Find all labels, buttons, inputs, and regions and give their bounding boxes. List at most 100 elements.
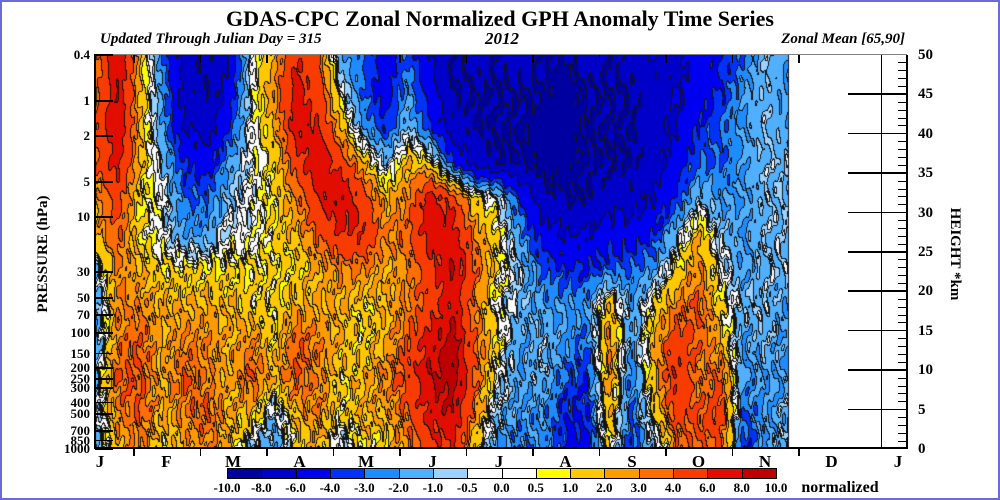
colorbar-segment [604, 468, 640, 479]
pressure-tick-label: 200 [70, 360, 91, 375]
pressure-tick-label: 100 [70, 325, 91, 340]
plot-top-border [95, 54, 907, 55]
year-label: 2012 [485, 29, 519, 48]
height-major-tick [848, 251, 907, 253]
pressure-tick-label: 0.4 [73, 47, 90, 62]
colorbar-tick-label: 10.0 [764, 480, 788, 495]
pressure-tick-label: 300 [70, 380, 91, 396]
pressure-tick [95, 181, 113, 183]
colorbar-tick-label: 6.0 [699, 480, 716, 495]
height-tick-label: 0 [918, 441, 926, 457]
month-tick-bottom [399, 449, 401, 456]
colorbar-segment [673, 468, 708, 479]
month-label: J [428, 452, 437, 471]
height-major-tick [848, 211, 907, 214]
month-tick-bottom [266, 449, 268, 456]
height-minor-tick [898, 440, 907, 442]
month-tick-top [731, 55, 734, 63]
pressure-tick-label: 30 [77, 264, 90, 280]
month-tick-top [199, 55, 202, 63]
pressure-tick-label: 1000 [64, 441, 90, 456]
height-minor-tick [898, 125, 907, 127]
month-tick-top [332, 55, 335, 63]
pressure-tick [95, 430, 113, 432]
height-tick-label: 35 [918, 165, 933, 182]
month-tick-top [399, 55, 401, 63]
height-minor-tick [898, 267, 907, 269]
height-minor-tick [898, 401, 907, 403]
height-minor-tick [898, 393, 907, 395]
height-minor-tick [898, 417, 907, 418]
contour-field-canvas [95, 55, 882, 449]
height-tick-label: 20 [918, 283, 933, 300]
colorbar-tick-label: -2.0 [388, 480, 409, 495]
colorbar-tick-label: -8.0 [251, 480, 272, 495]
month-label: A [559, 452, 572, 471]
height-minor-tick [898, 188, 907, 190]
colorbar-tick-label: 2.0 [596, 480, 613, 495]
colorbar-segment [296, 468, 331, 479]
pressure-tick [95, 271, 113, 273]
month-tick-bottom [465, 449, 468, 456]
height-minor-tick [898, 424, 907, 426]
month-label: N [758, 452, 772, 471]
pressure-tick-label: 150 [70, 345, 91, 361]
colorbar-segment [330, 468, 365, 479]
colorbar-tick-label: 8.0 [733, 480, 750, 495]
height-tick-label: 30 [918, 204, 933, 221]
height-minor-tick [898, 306, 907, 308]
height-tick-label: 10 [918, 362, 933, 379]
pressure-tick-label: 10 [77, 209, 90, 225]
month-tick-top [133, 55, 135, 63]
colorbar-tick-label: -0.5 [456, 480, 478, 495]
month-label: M [357, 452, 375, 471]
colorbar-segment [467, 468, 503, 479]
month-label: J [494, 452, 504, 471]
month-label: J [95, 452, 105, 471]
height-minor-tick [898, 432, 907, 434]
pressure-tick [95, 367, 113, 369]
height-minor-tick [898, 283, 907, 284]
pressure-tick-label: 700 [70, 423, 91, 438]
pressure-tick [95, 413, 113, 415]
height-minor-tick [898, 353, 907, 355]
colorbar-tick-label: -1.0 [422, 480, 444, 495]
month-tick-bottom [731, 449, 734, 456]
colorbar-segment [502, 468, 537, 479]
updated-through-label: Updated Through Julian Day = 315 [100, 31, 322, 47]
month-label: S [627, 452, 637, 471]
height-minor-tick [898, 346, 907, 348]
height-minor-tick [898, 227, 907, 229]
pressure-tick-label: 500 [70, 406, 91, 422]
height-tick-label: 40 [918, 125, 933, 142]
colorbar-tick-label: -4.0 [319, 480, 341, 495]
month-tick-bottom [798, 449, 800, 456]
pressure-tick-label: 70 [77, 307, 90, 323]
pressure-tick [95, 387, 113, 389]
pressure-tick-label: 250 [70, 371, 91, 387]
pressure-tick [95, 135, 113, 137]
pressure-tick [95, 352, 113, 354]
colorbar-tick-label: 3.0 [630, 480, 647, 495]
plot-bottom-border [94, 447, 907, 449]
pressure-tick-label: 50 [77, 290, 90, 306]
colorbar-tick-label: -10.0 [213, 480, 241, 495]
pressure-tick [95, 314, 113, 316]
colorbar-tick-label: 0.0 [493, 480, 510, 495]
height-minor-tick [898, 314, 907, 316]
height-minor-tick [898, 235, 907, 237]
month-tick-bottom [598, 449, 601, 456]
height-minor-tick [898, 338, 907, 340]
height-tick-label: 15 [918, 322, 933, 339]
month-tick-bottom [332, 449, 335, 456]
pressure-tick [95, 439, 113, 442]
month-tick-top [598, 55, 601, 63]
colorbar-segment [364, 468, 400, 479]
pressure-tick-label: 850 [70, 432, 91, 448]
month-tick-bottom [199, 449, 202, 456]
pressure-tick [95, 401, 113, 404]
pressure-tick-label: 5 [83, 174, 91, 190]
height-minor-tick [898, 78, 907, 80]
height-minor-tick [898, 164, 907, 166]
